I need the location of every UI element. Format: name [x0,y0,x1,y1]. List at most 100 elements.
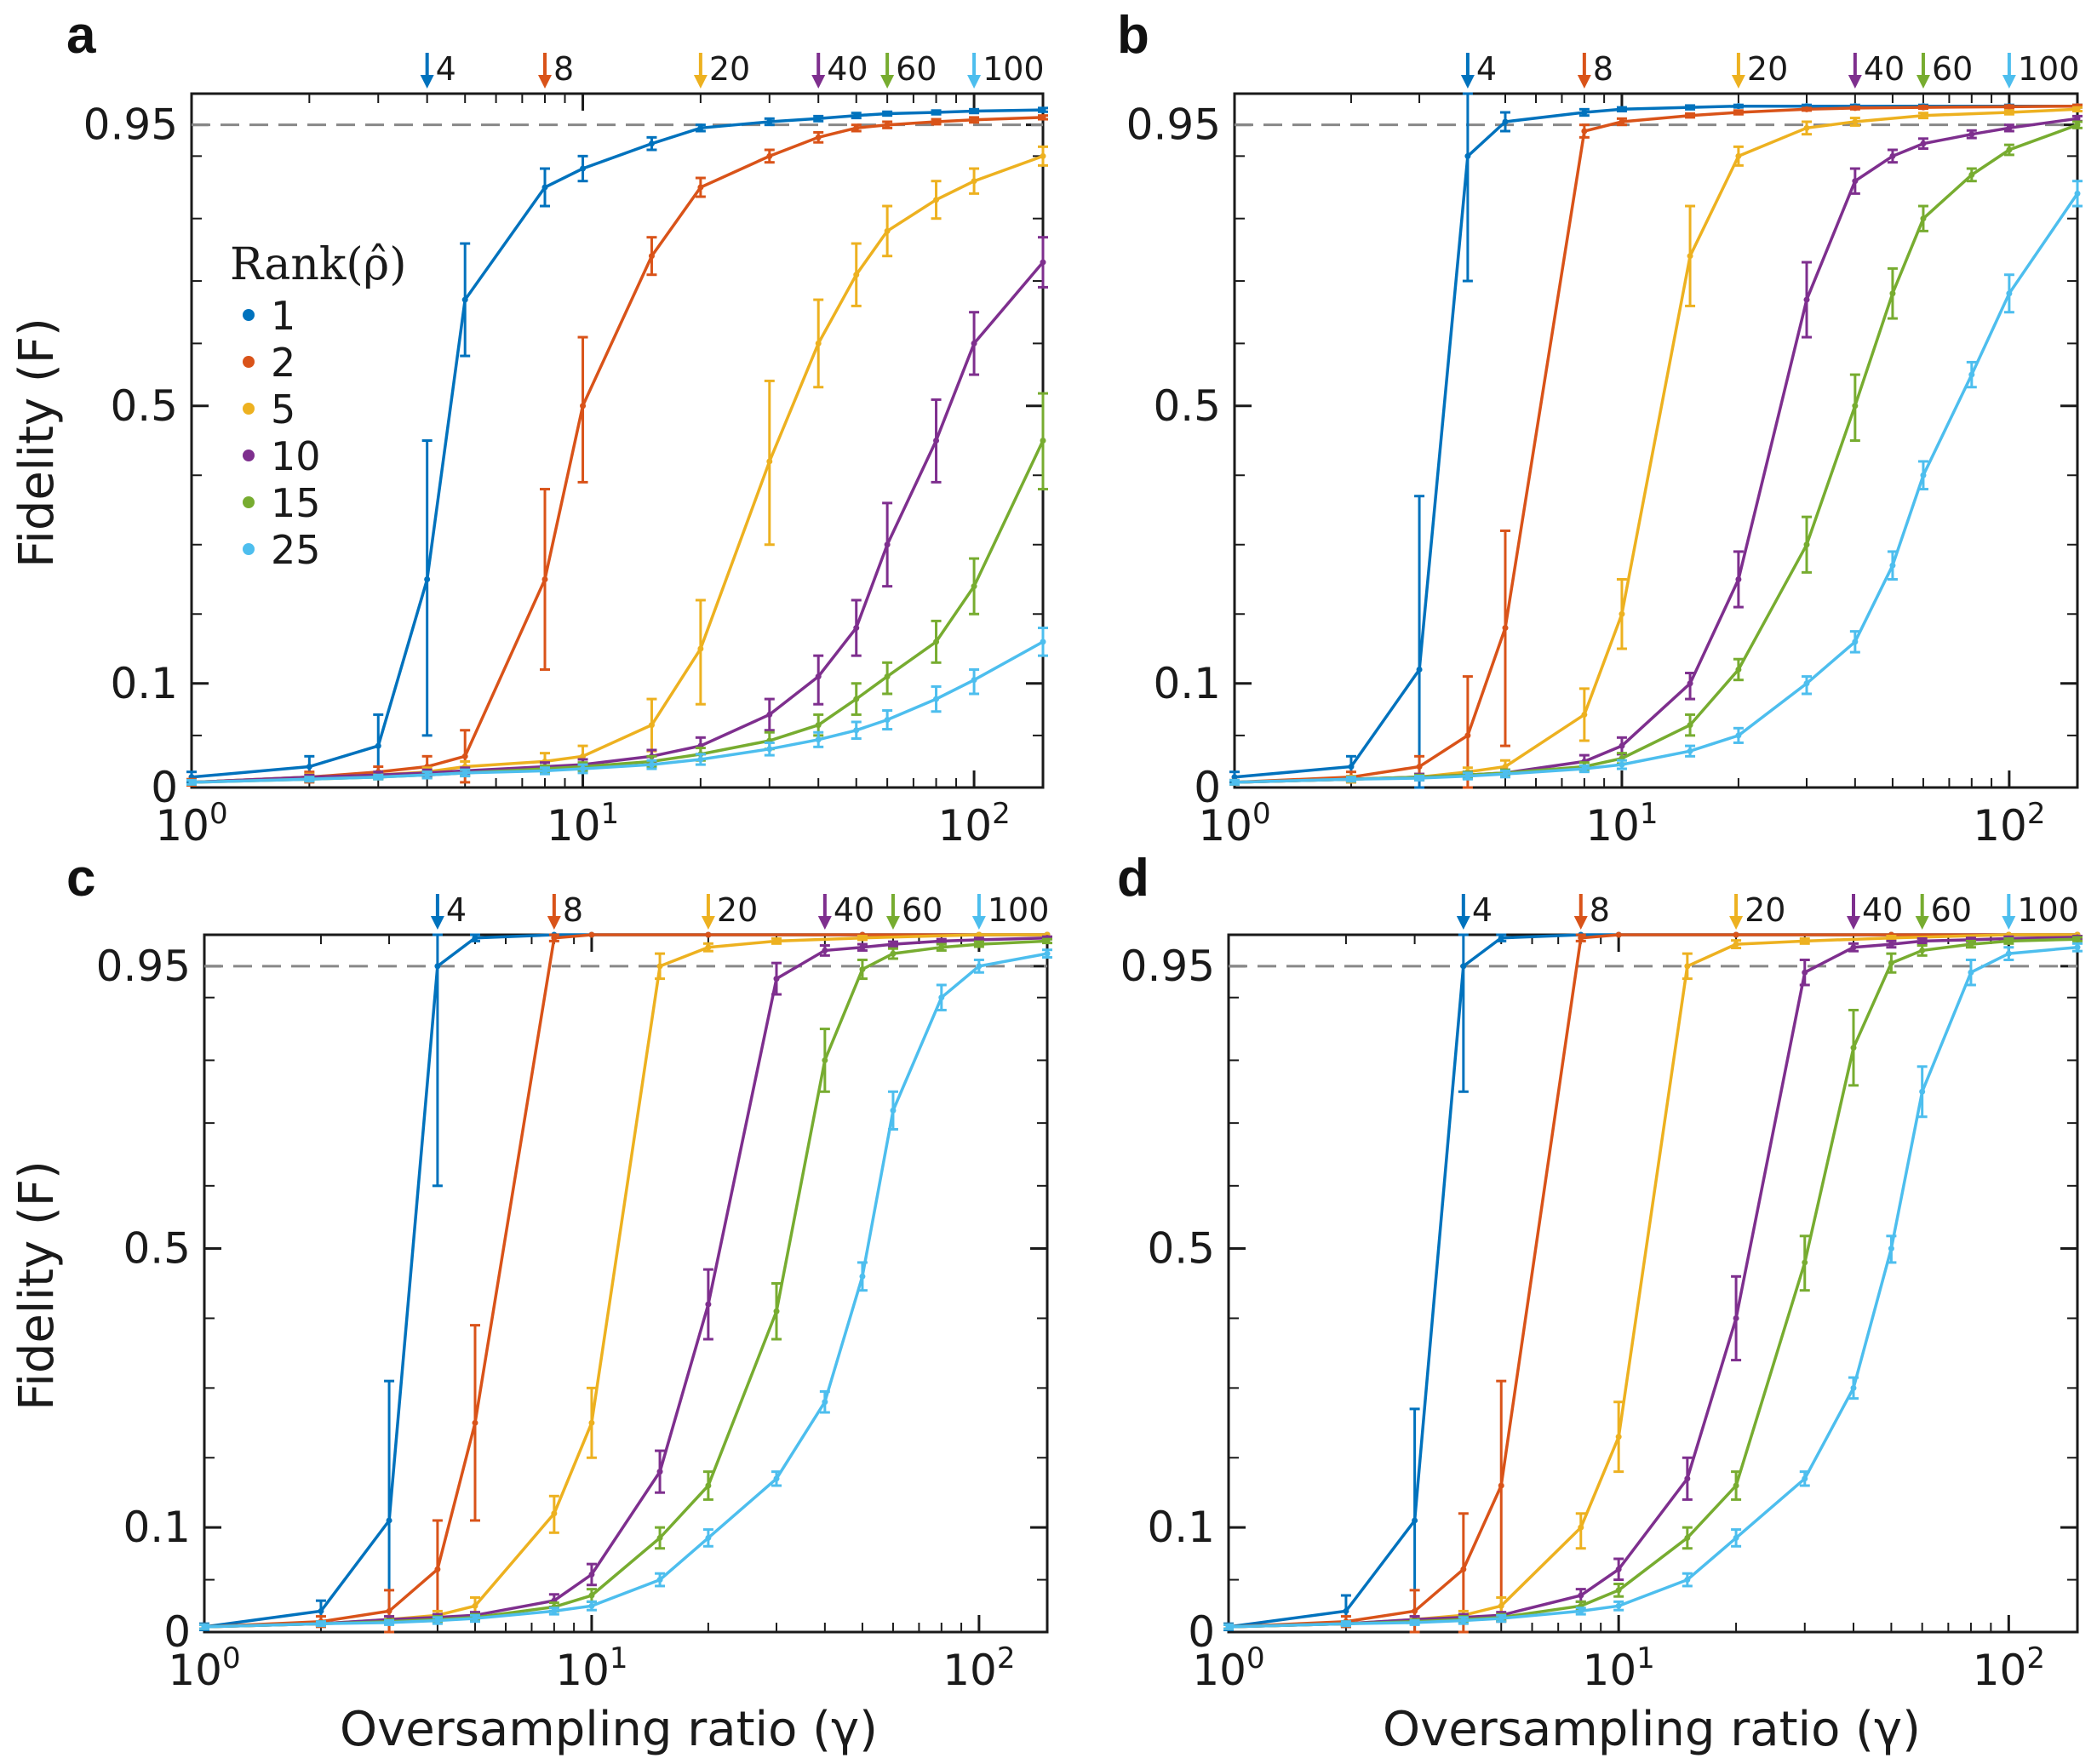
data-point [766,458,773,465]
data-point [766,152,773,159]
marker-label: 100 [988,891,1050,929]
legend-dot-rank-10 [243,450,255,461]
panel-c: 0 0.1 0.5 0.95 100 101 102 4 8 20 40 60 100 [96,891,1052,1695]
data-point [1687,747,1693,754]
legend-dot-rank-2 [243,356,255,368]
data-point [188,779,195,786]
data-point [2005,950,2012,957]
marker-label: 8 [1590,891,1610,929]
series-line [1228,945,2078,1629]
data-point [1803,296,1810,303]
data-point [656,963,663,970]
marker-label: 4 [446,891,467,929]
data-point [1852,178,1859,185]
marker-arrowhead [1848,75,1862,89]
data-point [1619,610,1625,617]
marker-arrowhead [1915,916,1929,930]
marker-arrowhead [547,916,561,930]
data-point [386,1517,392,1524]
plot-frame [1233,92,2079,789]
data-point [1850,944,1857,951]
data-point [1803,541,1810,548]
data-point [1968,941,1974,948]
data-point [1040,438,1046,444]
data-point [1044,937,1051,944]
marker-label: 60 [902,891,943,929]
series-rank-15 [199,937,1052,1630]
legend-label-rank-2: 2 [271,340,295,386]
data-point [1802,1475,1808,1482]
data-point [1803,106,1810,112]
data-point [461,770,468,776]
data-point [705,931,712,938]
data-point [853,124,860,131]
x-tick-label: 101 [1583,1641,1655,1695]
data-point [1684,1577,1691,1584]
data-point [933,197,940,203]
data-point [1852,639,1859,645]
marker-arrowhead [430,916,444,930]
x-tick-label: 100 [168,1641,240,1695]
data-point [976,941,983,948]
data-point [318,1620,324,1627]
data-point [938,937,945,944]
data-point [1464,732,1471,739]
data-point [2074,106,2081,112]
data-point [1803,124,1810,131]
y-tick-label: 0 [163,1607,191,1657]
series-rank-25 [186,627,1048,786]
marker-label: 4 [1476,50,1497,88]
data-point [1040,639,1046,645]
data-point [580,165,587,172]
legend-dot-rank-1 [243,309,255,321]
legend: Rank(ρ̂) 1 2 5 10 15 25 [230,239,407,573]
marker-arrowhead [1729,916,1744,930]
data-point [1578,1524,1584,1531]
marker-arrowhead [811,75,826,89]
series-rank-2 [186,114,1048,788]
data-point [1850,1045,1857,1051]
data-point [1044,950,1051,957]
y-tick-label: 0 [151,763,178,812]
series-line [1234,123,2078,784]
series-rank-25 [1223,942,2083,1630]
plot-frame [1227,933,2079,1634]
data-point [434,963,441,970]
data-point [1919,947,1926,954]
data-point [815,340,822,346]
data-point [306,776,312,782]
panel-d: 0 0.1 0.5 0.95 100 101 102 4 8 20 40 60 100 [1120,891,2083,1695]
x-tick-label: 102 [943,1641,1015,1695]
data-point [1581,128,1588,135]
data-point [472,935,478,942]
data-point [472,1419,478,1426]
data-point [541,576,548,582]
data-point [1888,1246,1894,1252]
data-point [1687,680,1693,687]
y-tick-label: 0.5 [123,1224,191,1274]
data-point [890,950,897,957]
data-point [656,1577,663,1584]
data-point [773,1308,780,1314]
data-point [1040,259,1046,266]
series-rank-2 [1229,103,2083,789]
data-point [1412,1607,1418,1614]
data-point [588,1602,595,1609]
y-tick-label: 0.5 [1147,1224,1215,1274]
data-point [1968,171,1975,178]
legend-label-rank-10: 10 [271,433,321,479]
panel-letter-d: d [1117,849,1149,908]
data-point [1919,1088,1926,1095]
data-point [815,134,822,140]
data-point [773,976,780,982]
data-point [588,1571,595,1578]
data-point [472,1615,478,1622]
data-point [648,722,655,729]
data-point [815,673,822,680]
data-point [1735,666,1742,673]
data-point [1498,1482,1504,1489]
data-point [2005,937,2012,944]
data-point [1687,112,1693,119]
marker-label: 100 [2017,891,2079,929]
